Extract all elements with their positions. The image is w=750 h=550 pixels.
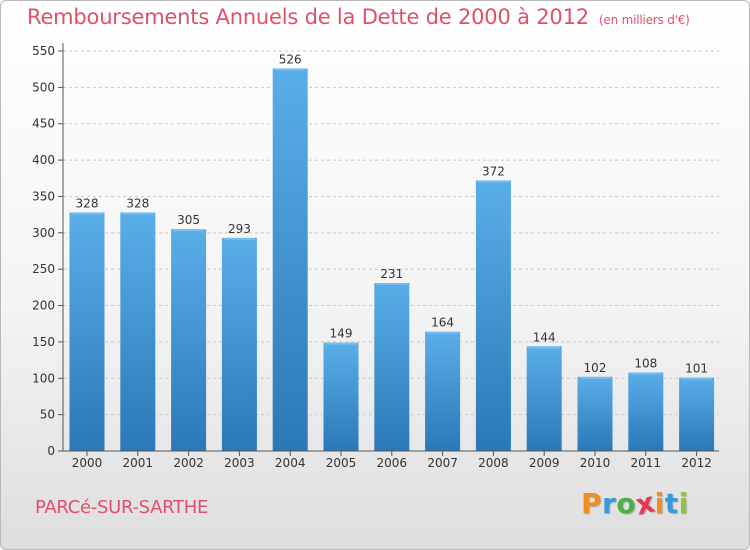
bar — [323, 342, 359, 451]
commune-name: PARCé-SUR-SARTHE — [35, 497, 209, 518]
bar-highlight — [376, 283, 408, 285]
bar-highlight — [325, 342, 357, 345]
bar-highlight — [630, 372, 662, 375]
x-tick-label: 2012 — [681, 456, 712, 470]
data-label: 164 — [431, 316, 454, 330]
x-tick-label: 2009 — [529, 456, 560, 470]
bar — [272, 68, 308, 452]
x-tick-label: 2006 — [377, 456, 408, 470]
data-label: 102 — [584, 361, 607, 375]
logo-letter: r — [602, 487, 617, 520]
x-tick-label: 2008 — [478, 456, 509, 470]
logo-letter: i — [654, 487, 665, 520]
bar-highlight — [579, 376, 611, 379]
axes — [58, 43, 719, 456]
data-label: 293 — [228, 222, 251, 236]
bar-highlight — [681, 377, 713, 380]
bar-highlight — [477, 180, 509, 183]
chart-title-text: Remboursements Annuels de la Dette de 20… — [27, 5, 589, 29]
bar-highlight — [274, 68, 306, 71]
bar-highlight — [528, 346, 560, 349]
logo-letter: o — [616, 487, 637, 520]
y-tick-label: 400 — [32, 153, 55, 167]
data-label: 328 — [126, 196, 149, 210]
bar-highlight — [427, 331, 459, 334]
data-label: 372 — [482, 164, 505, 178]
bar — [221, 237, 257, 451]
data-label: 231 — [380, 267, 403, 281]
bar — [628, 372, 664, 451]
x-tick-label: 2011 — [631, 456, 662, 470]
y-tick-label: 300 — [32, 226, 55, 240]
x-tick-label: 2002 — [173, 456, 204, 470]
data-label: 144 — [533, 330, 556, 344]
x-tick-label: 2001 — [123, 456, 154, 470]
bar — [69, 212, 105, 451]
bar — [374, 283, 410, 451]
y-tick-label: 0 — [47, 444, 55, 458]
y-tick-label: 200 — [32, 299, 55, 313]
bar — [425, 331, 461, 451]
proxiti-logo[interactable]: Proxiti — [581, 485, 689, 521]
bars — [69, 68, 715, 452]
bar-highlight — [71, 212, 103, 215]
logo-letter: P — [581, 487, 603, 520]
data-label: 101 — [685, 362, 708, 376]
y-tick-label: 350 — [32, 189, 55, 203]
bar — [120, 212, 156, 451]
data-label: 108 — [634, 356, 657, 370]
labels: 0 50 100 150 200 250 300 350 400 450 500 550 328 2000… — [32, 44, 712, 470]
y-tick-label: 550 — [32, 44, 55, 58]
bar — [577, 376, 613, 451]
x-tick-label: 2003 — [224, 456, 255, 470]
y-tick-label: 100 — [32, 371, 55, 385]
unit-note: (en milliers d'€) — [598, 13, 690, 27]
y-tick-label: 250 — [32, 262, 55, 276]
bar-highlight — [122, 212, 154, 215]
x-tick-label: 2004 — [275, 456, 306, 470]
y-tick-label: 500 — [32, 80, 55, 94]
bar-highlight — [173, 229, 205, 232]
bar — [171, 229, 207, 451]
y-tick-label: 450 — [32, 117, 55, 131]
bar — [475, 180, 511, 452]
logo-letter: i — [678, 487, 689, 520]
x-tick-label: 2007 — [427, 456, 458, 470]
x-tick-label: 2000 — [72, 456, 103, 470]
y-tick-label: 50 — [40, 408, 55, 422]
y-tick-label: 150 — [32, 335, 55, 349]
x-tick-label: 2005 — [326, 456, 357, 470]
bar-highlight — [223, 237, 255, 240]
data-label: 526 — [279, 52, 302, 66]
chart-title: Remboursements Annuels de la Dette de 20… — [27, 5, 690, 29]
bar — [526, 346, 562, 451]
data-label: 305 — [177, 213, 200, 227]
logo-letter: t — [664, 487, 679, 520]
data-label: 328 — [76, 196, 99, 210]
bar — [679, 377, 715, 451]
x-tick-label: 2010 — [580, 456, 611, 470]
data-label: 149 — [330, 327, 353, 341]
